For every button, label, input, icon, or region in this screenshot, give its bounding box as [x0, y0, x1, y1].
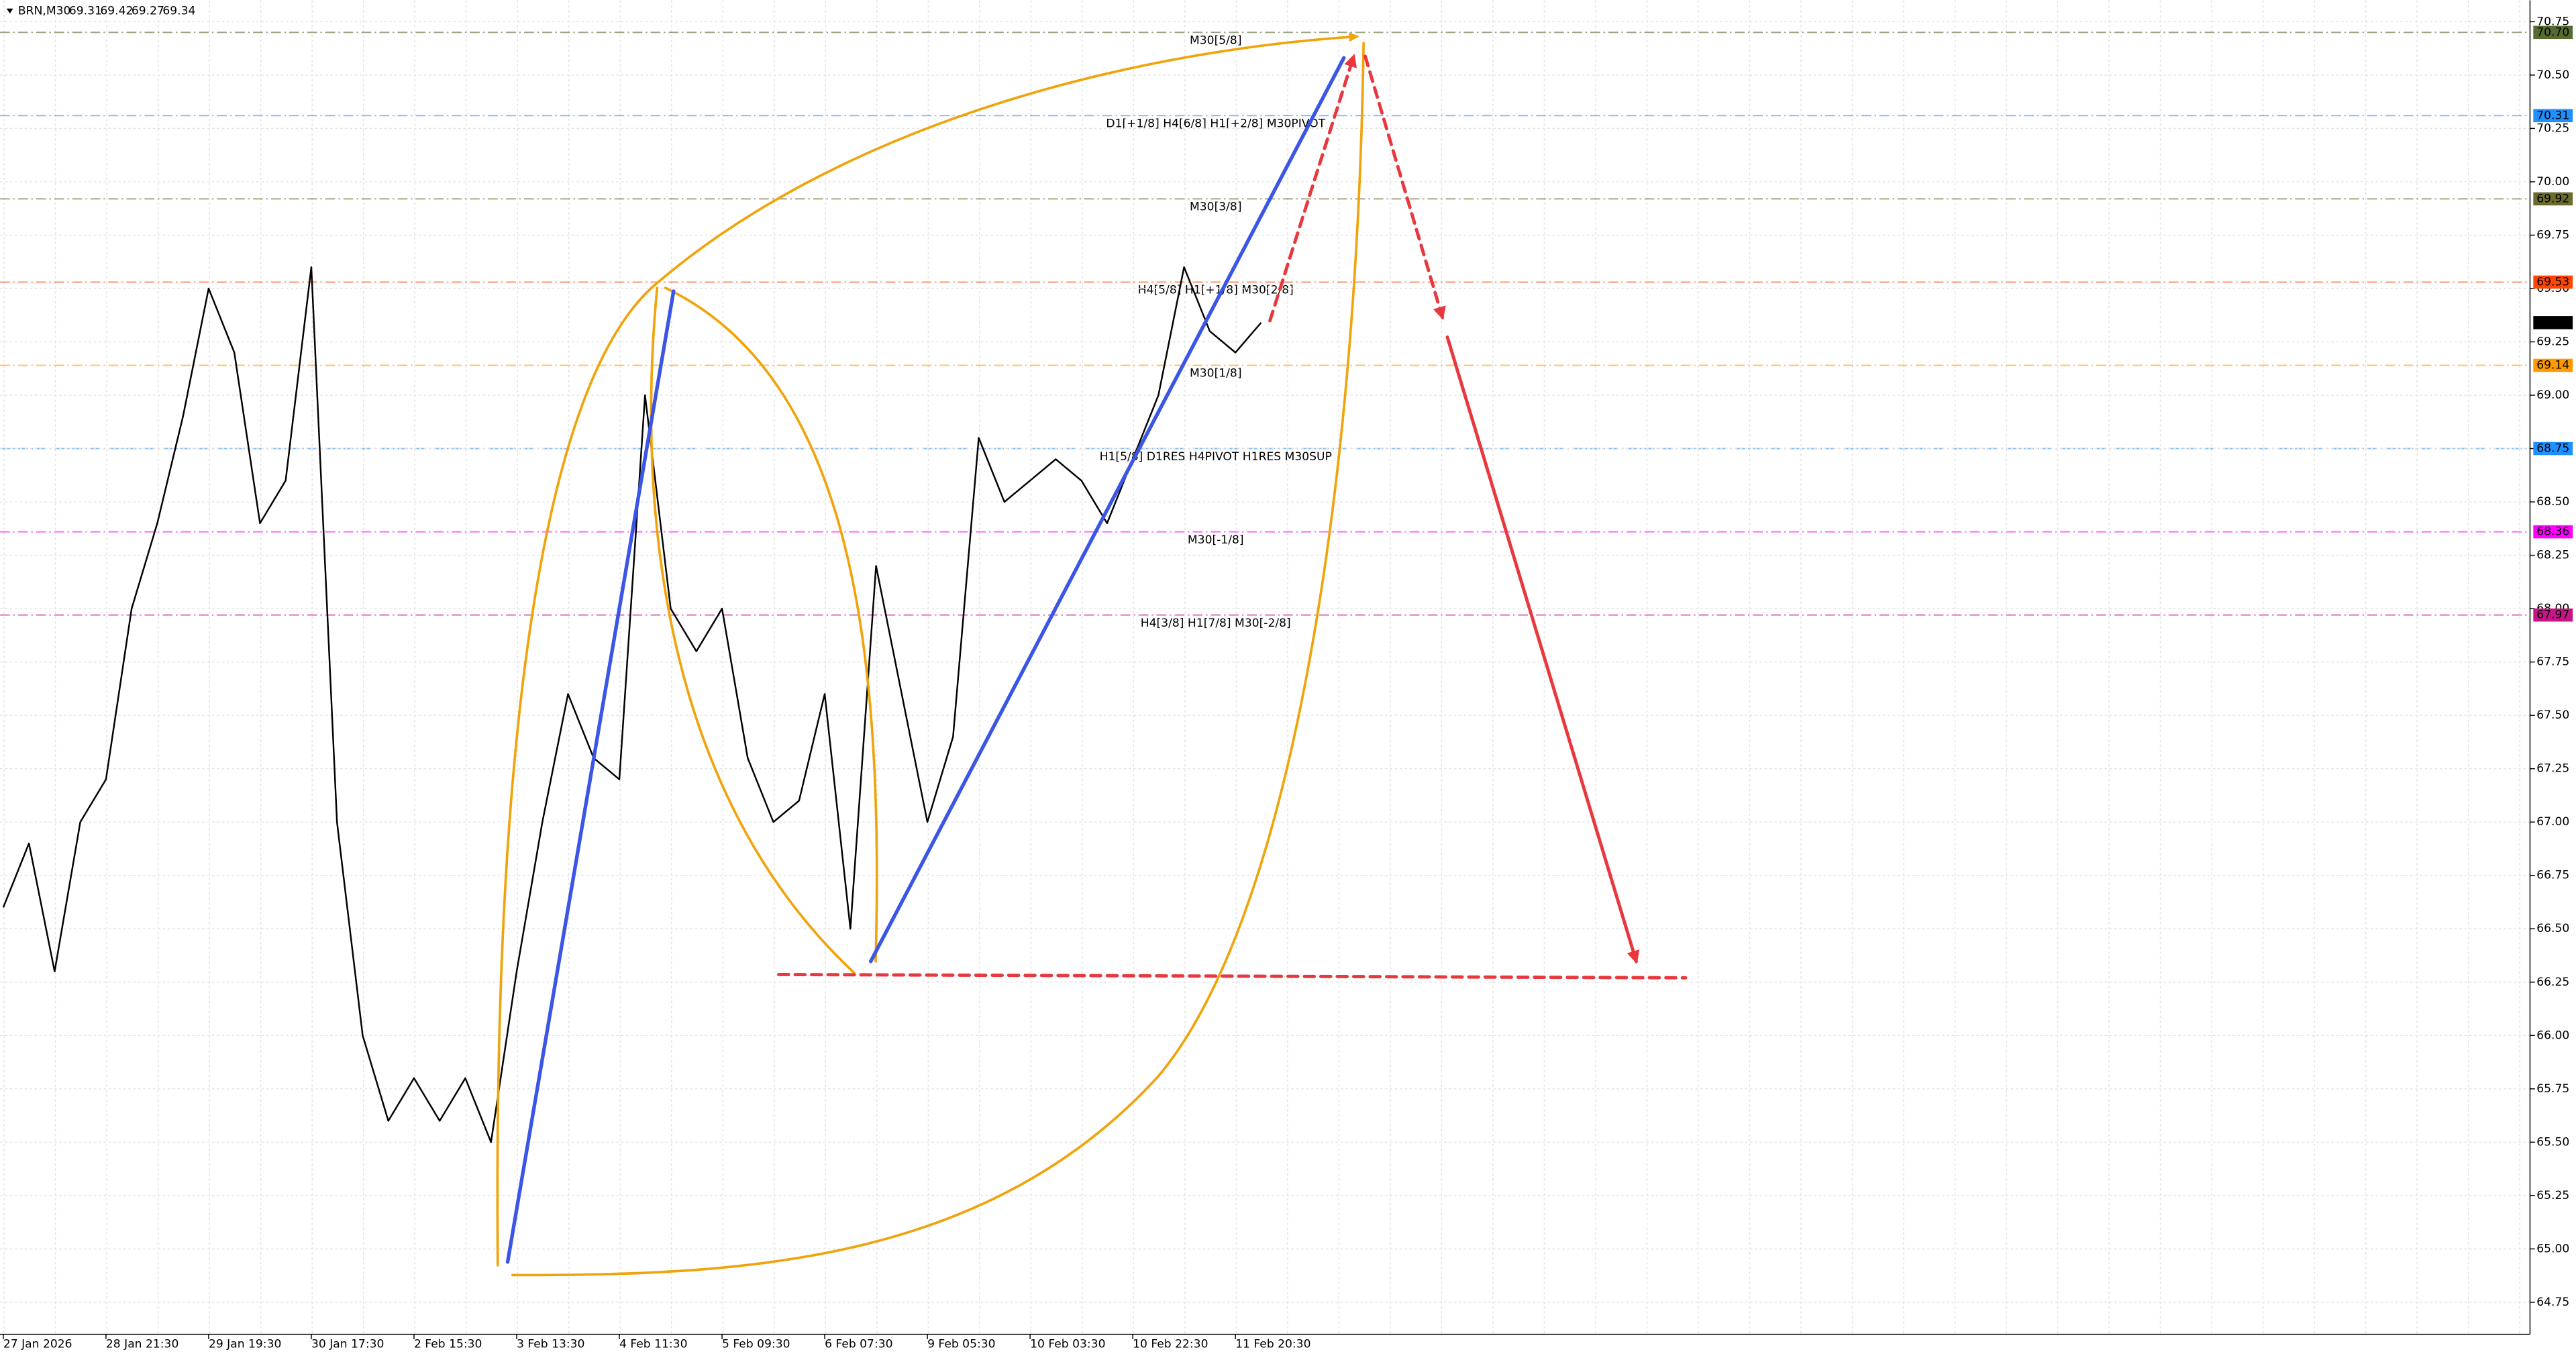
y-tick-label: 67.50 [2536, 709, 2569, 722]
level-name: M30[3/8] [1190, 201, 1242, 214]
level-name: M30[1/8] [1190, 367, 1242, 380]
level-name: H4[5/8] H1[+1/8] M30[2/8] [1138, 284, 1294, 297]
header-arrow [6, 8, 13, 14]
level-tag [2533, 192, 2573, 206]
y-tick-label: 68.25 [2536, 549, 2569, 562]
x-tick-label: 10 Feb 03:30 [1030, 1337, 1105, 1351]
level-name: H1[5/8] D1RES H4PIVOT H1RES M30SUP [1100, 450, 1332, 464]
level-tag-label: 69.14 [2536, 358, 2569, 372]
level-name: D1[+1/8] H4[6/8] H1[+2/8] M30PIVOT [1106, 117, 1325, 131]
level-tag-label: 70.70 [2536, 25, 2569, 39]
level-tag [2533, 25, 2573, 40]
x-tick-label: 2 Feb 15:30 [414, 1337, 482, 1351]
level-tag [2533, 441, 2573, 456]
ohlc-value: 69.31 [69, 4, 102, 17]
level-tag-label: 70.31 [2536, 109, 2569, 122]
ohlc-value: 69.42 [100, 4, 133, 17]
y-tick-label: 65.00 [2536, 1242, 2569, 1255]
level-tag [2533, 109, 2573, 123]
x-tick-label: 30 Jan 17:30 [311, 1337, 384, 1351]
annotations [496, 32, 1688, 1277]
y-tick-label: 65.75 [2536, 1082, 2569, 1096]
level-tag [2533, 275, 2573, 289]
y-tick-label: 70.25 [2536, 121, 2569, 135]
x-tick-label: 3 Feb 13:30 [517, 1337, 584, 1351]
y-tick-label: 70.75 [2536, 15, 2569, 28]
y-tick-label: 66.75 [2536, 869, 2569, 882]
level-tag-label: 69.53 [2536, 275, 2569, 289]
ohlc-value: 69.34 [162, 4, 195, 17]
y-tick-label: 66.50 [2536, 922, 2569, 935]
y-tick-label: 67.75 [2536, 656, 2569, 669]
y-tick-label: 69.25 [2536, 335, 2569, 349]
y-tick-label: 67.25 [2536, 762, 2569, 776]
level-name: M30[5/8] [1190, 34, 1242, 48]
y-tick-label: 64.75 [2536, 1296, 2569, 1309]
red-dash-support [777, 972, 1688, 980]
symbol-title: BRN,M30 [18, 4, 70, 17]
y-tick-label: 66.00 [2536, 1029, 2569, 1042]
x-tick-label: 10 Feb 22:30 [1133, 1337, 1208, 1351]
level-tag-label: 68.75 [2536, 442, 2569, 456]
price-line [2, 266, 1262, 1143]
orange-loop-right [664, 286, 878, 963]
ohlc-value: 69.27 [132, 4, 164, 17]
y-tick-label: 68.50 [2536, 495, 2569, 509]
x-tick-label: 11 Feb 20:30 [1235, 1337, 1310, 1351]
x-tick-label: 27 Jan 2026 [3, 1337, 72, 1351]
x-tick-label: 6 Feb 07:30 [825, 1337, 892, 1351]
y-tick-label: 66.25 [2536, 976, 2569, 989]
x-tick-label: 4 Feb 11:30 [619, 1337, 687, 1351]
last-price-label: 69.34 [2536, 316, 2569, 329]
last-price-tag [2533, 316, 2573, 329]
red-dash-down [1363, 54, 1446, 320]
x-tick-label: 9 Feb 05:30 [927, 1337, 995, 1351]
y-tick-label: 69.75 [2536, 228, 2569, 242]
y-tick-label: 65.25 [2536, 1189, 2569, 1202]
levels: M30[5/8] D1[+1/8] H4[6/8] H1[+2/8] M30PIV… [0, 32, 2530, 630]
red-dash-up [1268, 54, 1357, 323]
plot [2, 266, 1262, 1143]
orange-arc-return [511, 42, 1365, 1277]
red-arrow [1445, 335, 1640, 964]
axes: 70.7570.5070.2570.0069.7569.5069.2569.00… [3, 15, 2573, 1351]
vertical-grid [0, 0, 2530, 1335]
y-tick-label: 67.00 [2536, 815, 2569, 829]
x-tick-label: 29 Jan 19:30 [209, 1337, 281, 1351]
level-name: H4[3/8] H1[7/8] M30[-2/8] [1141, 617, 1291, 630]
level-tag [2533, 608, 2573, 622]
x-tick-label: 28 Jan 21:30 [106, 1337, 178, 1351]
orange-loop-left [650, 286, 856, 974]
level-tag-label: 68.36 [2536, 525, 2569, 539]
x-tick-label: 5 Feb 09:30 [722, 1337, 790, 1351]
y-tick-label: 70.50 [2536, 68, 2569, 82]
level-tag [2533, 525, 2573, 539]
y-tick-label: 70.00 [2536, 175, 2569, 189]
y-tick-label: 69.00 [2536, 388, 2569, 402]
level-name: M30[-1/8] [1188, 533, 1244, 547]
blue-trend-2 [868, 56, 1346, 963]
level-tag-label: 67.97 [2536, 609, 2569, 622]
y-tick-label: 65.50 [2536, 1135, 2569, 1149]
level-tag [2533, 358, 2573, 372]
level-tag-label: 69.92 [2536, 192, 2569, 205]
blue-trend-1 [505, 289, 676, 1264]
orange-arc-outer [496, 32, 1359, 1267]
